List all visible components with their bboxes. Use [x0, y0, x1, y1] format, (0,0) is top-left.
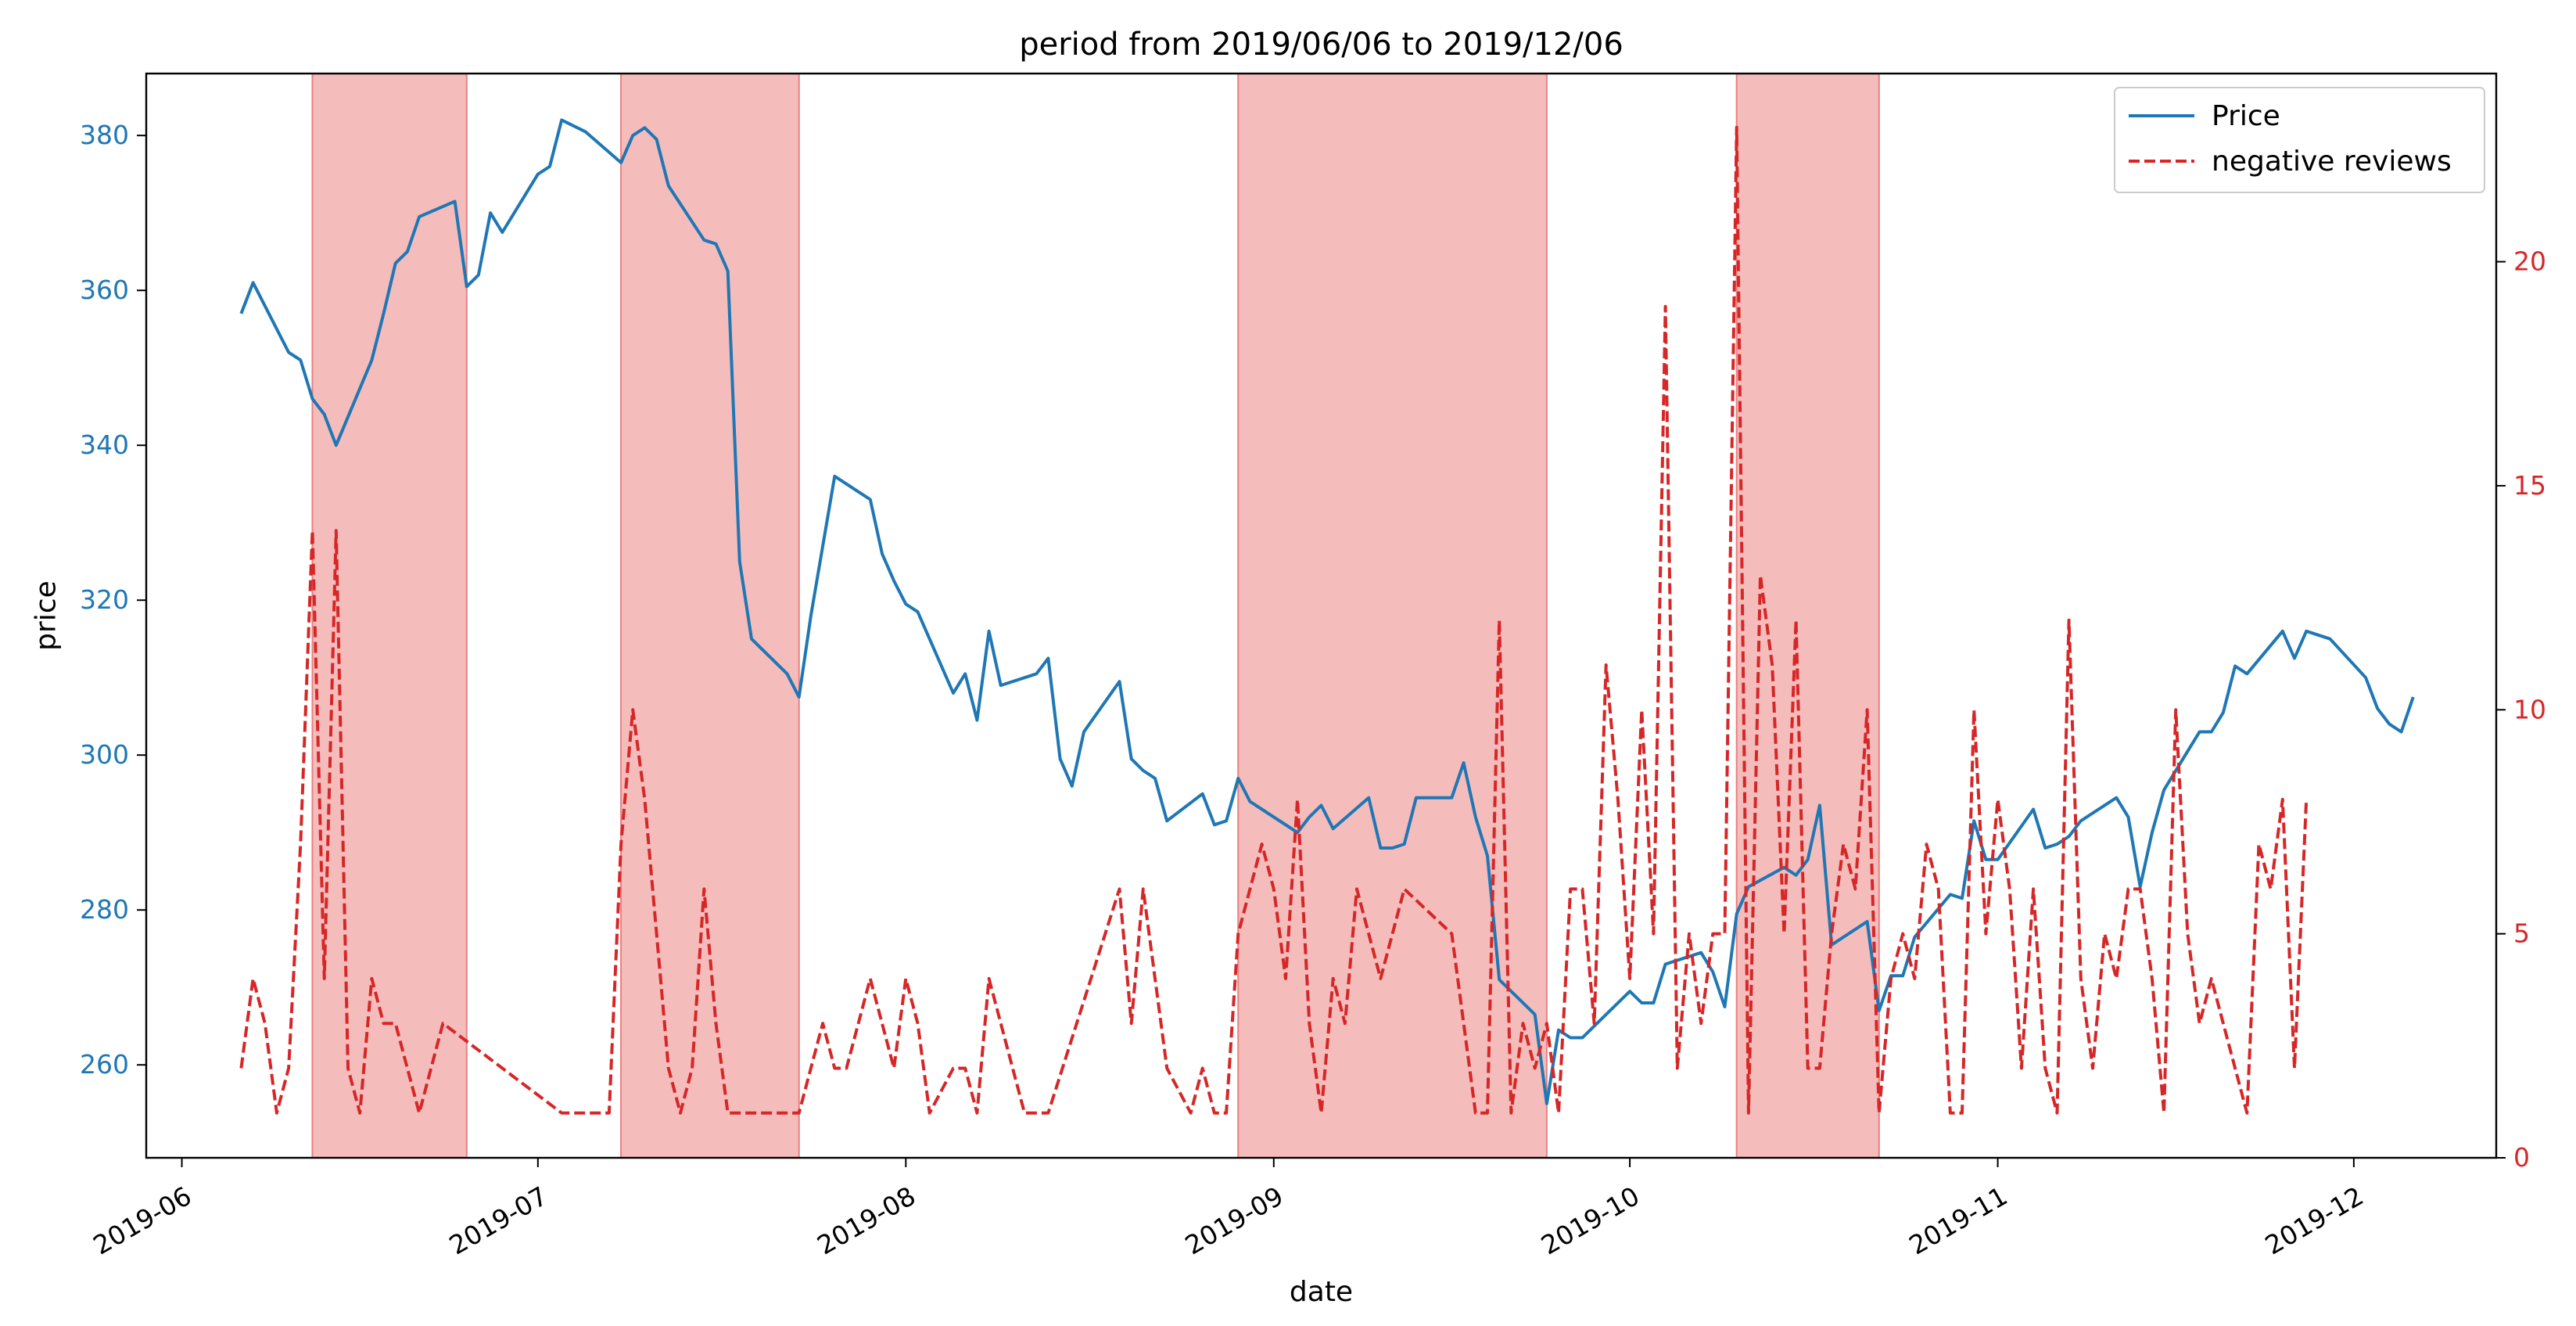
series-line-price — [239, 118, 2415, 1105]
chart-title: period from 2019/06/06 to 2019/12/06 — [1019, 27, 1623, 63]
y-left-tick-label: 260 — [80, 1049, 129, 1080]
y-left-tick-label: 360 — [80, 275, 129, 305]
x-axis-label: date — [1290, 1276, 1353, 1308]
shaded-period-3 — [1237, 73, 1548, 1159]
y-right-tick-label: 5 — [2513, 918, 2530, 949]
series-line-negative-reviews — [239, 125, 2309, 1115]
y-right-tick-label: 20 — [2513, 246, 2546, 277]
y-axis-left-label: price — [30, 580, 63, 651]
y-left-tick-label: 380 — [80, 120, 129, 150]
y-right-tick-label: 10 — [2513, 694, 2546, 724]
legend-label-price: Price — [2212, 100, 2280, 132]
y-axis-left-ticks: 260 280 300 320 340 360 380 — [80, 120, 146, 1080]
y-right-tick-label: 15 — [2513, 470, 2546, 501]
y-left-tick-label: 280 — [80, 894, 129, 925]
legend-box — [2114, 87, 2485, 193]
legend: Price negative reviews — [2114, 87, 2485, 193]
y-left-tick-label: 340 — [80, 429, 129, 460]
y-left-tick-label: 320 — [80, 584, 129, 615]
y-left-tick-label: 300 — [80, 739, 129, 770]
shaded-period-1 — [311, 73, 468, 1159]
y-right-tick-label: 0 — [2513, 1142, 2530, 1173]
plot-lines — [239, 118, 2415, 1115]
shaded-period-2 — [620, 73, 800, 1159]
legend-label-negative-reviews: negative reviews — [2212, 146, 2452, 178]
y-axis-right-ticks: 0 5 10 15 20 — [2496, 246, 2546, 1173]
axes-frame — [145, 72, 2498, 1159]
